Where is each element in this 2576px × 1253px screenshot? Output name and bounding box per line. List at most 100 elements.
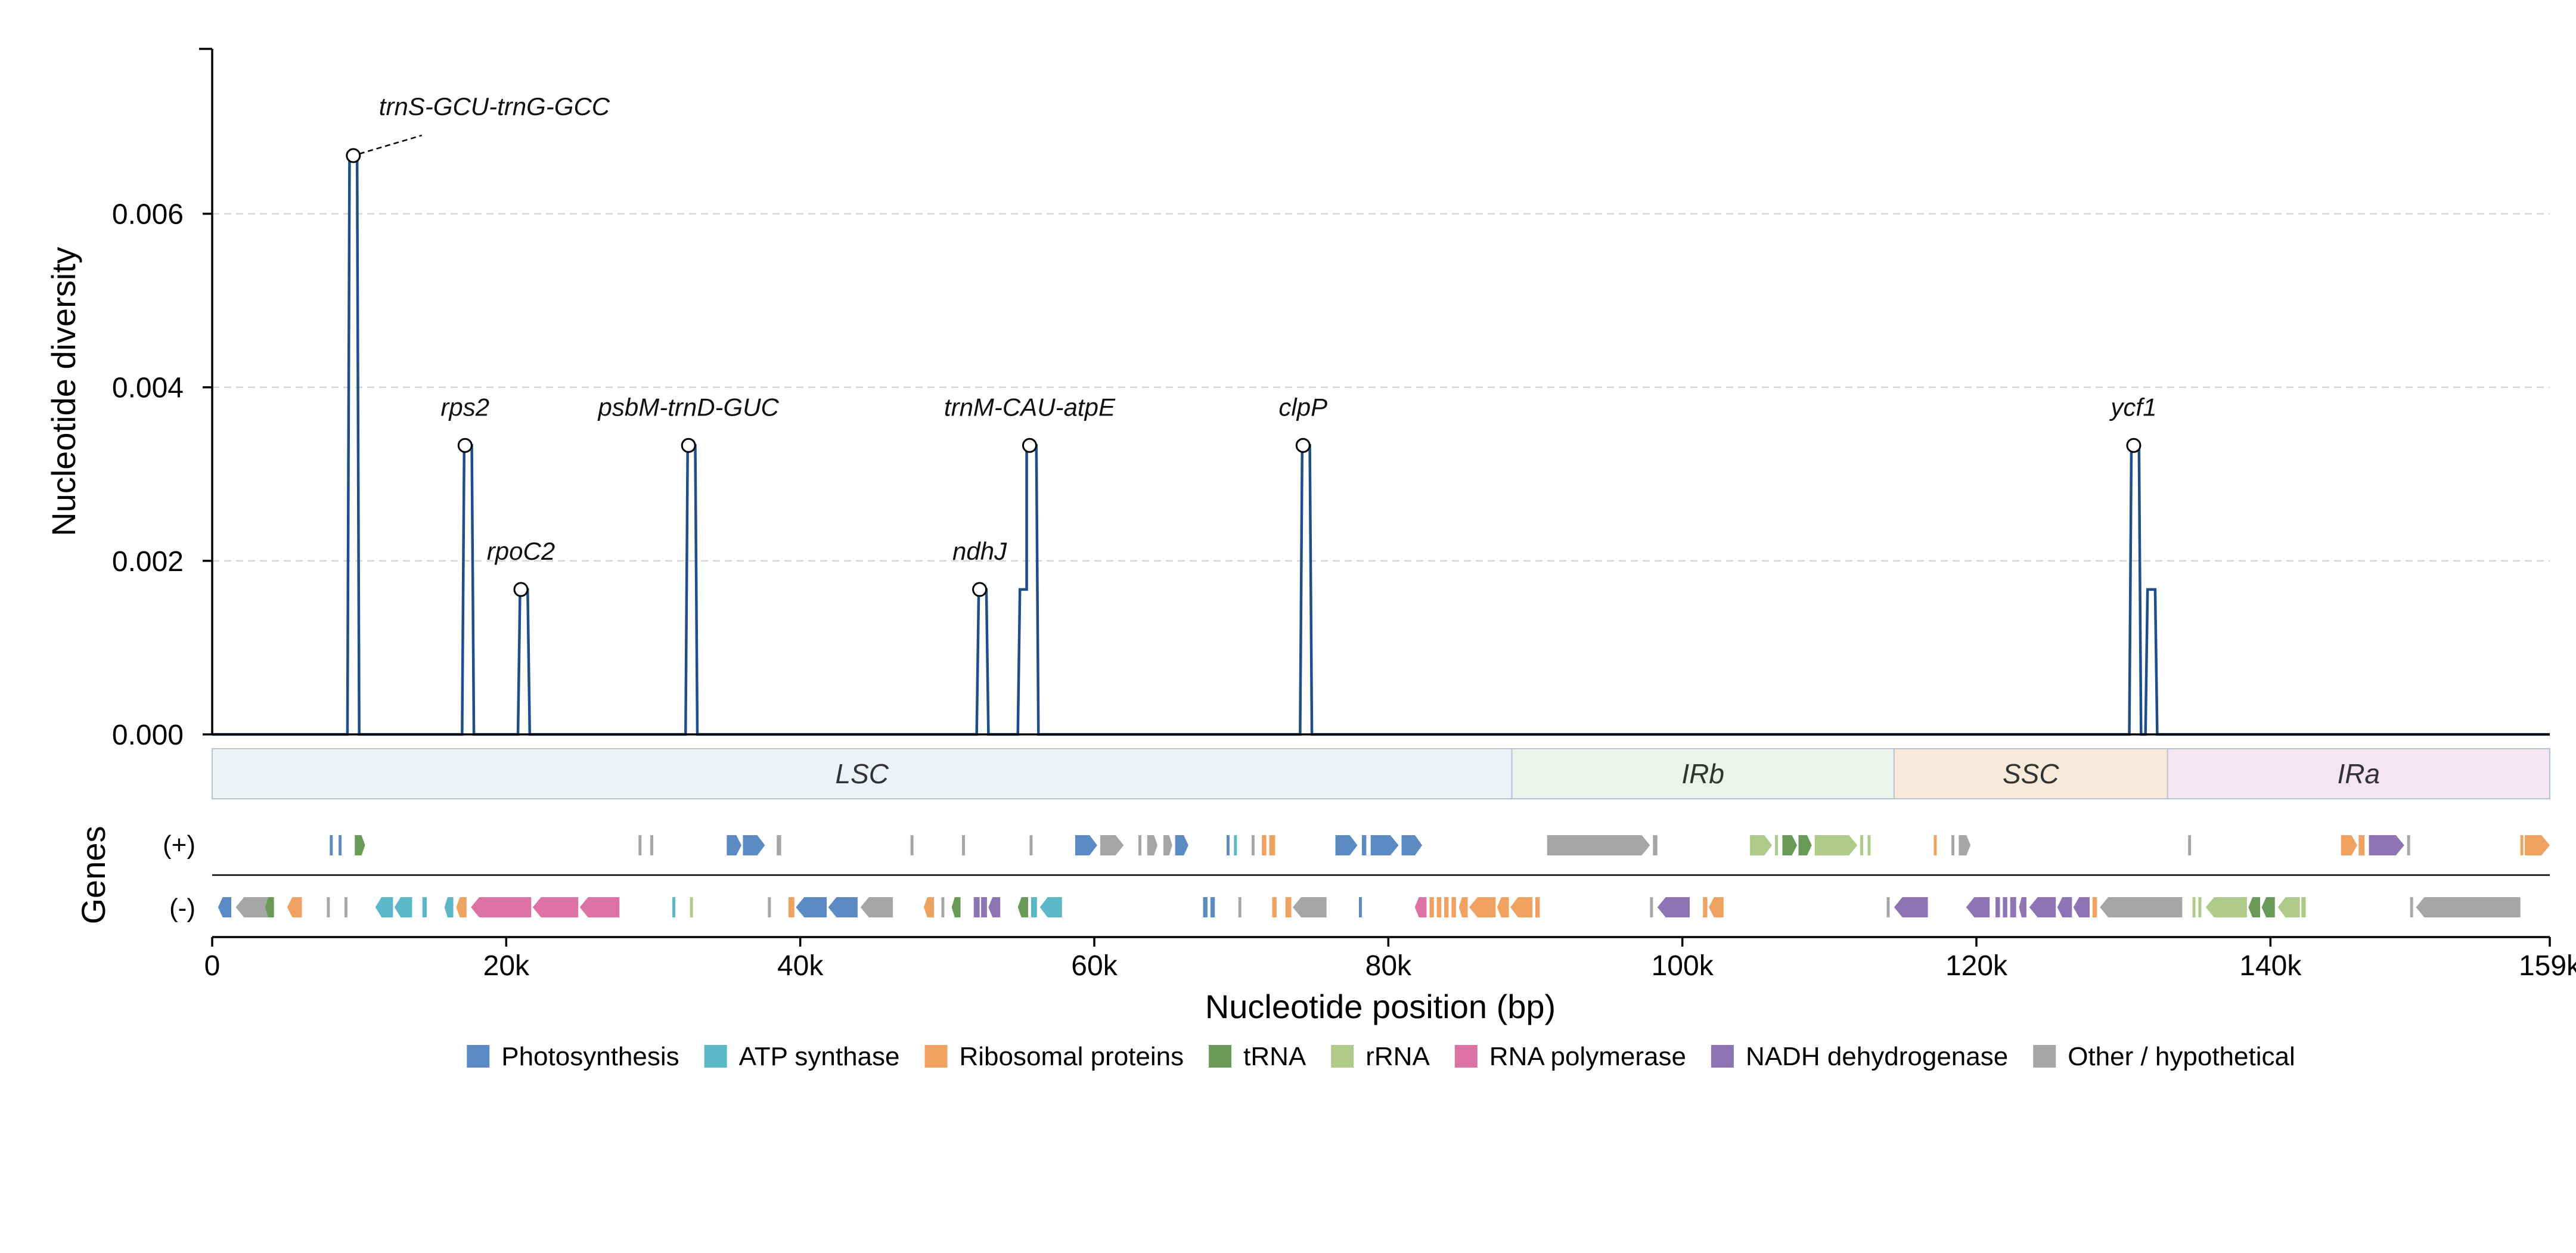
- y-axis-title: Nucleotide diversity: [45, 247, 82, 536]
- gene-feature: [777, 835, 781, 855]
- legend-label: tRNA: [1243, 1042, 1306, 1071]
- gene-feature: [1075, 835, 1097, 855]
- y-gridlines: [212, 213, 2550, 562]
- annotation-leader: [359, 134, 423, 155]
- legend-item: Other / hypothetical: [2033, 1042, 2295, 1071]
- legend-label: ATP synthase: [739, 1042, 900, 1071]
- gene-feature: [1535, 897, 1540, 917]
- gene-feature: [1798, 835, 1812, 855]
- gene-feature: [1429, 897, 1434, 917]
- gene-feature: [1414, 897, 1427, 917]
- gene-feature: [532, 897, 579, 917]
- legend-item: rRNA: [1331, 1042, 1430, 1071]
- peak-marker: [513, 582, 529, 597]
- peak-annotations: trnS-GCU-trnG-GCC rps2 rpoC2 psbM-trnD-GUC n…: [346, 92, 2156, 597]
- x-tick-label: 20k: [483, 950, 530, 982]
- gene-feature: [265, 897, 274, 917]
- legend-swatch: [1711, 1045, 1734, 1068]
- region-block: [212, 748, 1513, 799]
- gene-feature: [344, 897, 347, 917]
- legend-swatch: [1209, 1045, 1232, 1068]
- gene-feature: [1860, 835, 1864, 855]
- region-ira: IRa: [2167, 748, 2551, 799]
- gene-feature: [375, 897, 393, 917]
- gene-feature: [1775, 835, 1778, 855]
- region-label: LSC: [836, 758, 889, 789]
- peak-marker: [2126, 438, 2142, 453]
- minus-strand-label: (-): [169, 894, 195, 923]
- gene-feature: [1653, 835, 1658, 855]
- gene-feature: [218, 897, 232, 917]
- gene-feature: [287, 897, 302, 917]
- x-tick-label: 159k: [2519, 950, 2576, 982]
- gene-feature: [1703, 897, 1708, 917]
- gene-feature: [1401, 835, 1423, 855]
- gene-track: [212, 835, 2550, 917]
- gene-feature: [2003, 897, 2007, 917]
- gene-feature: [1100, 835, 1124, 855]
- gene-feature: [1147, 835, 1158, 855]
- gene-feature: [422, 897, 427, 917]
- x-tick-label: 120k: [1945, 950, 2008, 982]
- x-tick-label: 80k: [1365, 950, 1412, 982]
- gene-feature: [1951, 835, 1954, 855]
- gene-feature: [1175, 835, 1188, 855]
- gene-feature: [579, 897, 620, 917]
- legend-label: Photosynthesis: [501, 1042, 679, 1071]
- gene-feature: [796, 897, 827, 917]
- peak-marker: [457, 438, 473, 453]
- gene-feature: [1293, 897, 1327, 917]
- peak-annotation: rpoC2: [487, 537, 555, 597]
- peak-marker: [972, 582, 988, 597]
- region-lsc: LSC: [212, 748, 1513, 799]
- gene-feature: [1657, 897, 1690, 917]
- gene-feature: [2188, 835, 2192, 855]
- gene-feature: [923, 897, 935, 917]
- gene-feature: [2073, 897, 2090, 917]
- gene-feature: [1966, 897, 1990, 917]
- gene-feature: [2416, 897, 2521, 917]
- gene-feature: [2198, 897, 2202, 917]
- gene-feature: [951, 897, 961, 917]
- x-tick-label: 0: [204, 950, 221, 982]
- legend-swatch: [924, 1045, 948, 1068]
- peak-marker: [1022, 438, 1037, 453]
- gene-feature: [327, 897, 330, 917]
- gene-feature: [1234, 835, 1237, 855]
- gene-feature: [2520, 835, 2524, 855]
- gene-feature: [1444, 897, 1449, 917]
- legend-swatch: [1454, 1045, 1478, 1068]
- gene-feature: [1359, 897, 1362, 917]
- peak-label: ndhJ: [952, 537, 1007, 565]
- axes: 0.000 0.002 0.004 0.006 0 20k 40k 60k 80k 100k 120…: [112, 48, 2576, 982]
- gene-feature: [1458, 897, 1468, 917]
- diversity-line: [212, 154, 2550, 736]
- gene-feature: [1497, 897, 1509, 917]
- region-label: SSC: [2003, 758, 2059, 789]
- legend-item: Photosynthesis: [467, 1042, 679, 1071]
- gene-feature: [2100, 897, 2183, 917]
- gene-feature: [1039, 897, 1062, 917]
- peak-annotation: clpP: [1278, 393, 1327, 453]
- legend-label: NADH dehydrogenase: [1746, 1042, 2008, 1071]
- x-tick-label: 140k: [2239, 950, 2302, 982]
- gene-feature: [973, 897, 980, 917]
- region-irb: IRb: [1511, 748, 1895, 799]
- legend-item: RNA polymerase: [1454, 1042, 1686, 1071]
- gene-feature: [1782, 835, 1798, 855]
- gene-feature: [1262, 835, 1267, 855]
- gene-feature: [1959, 835, 1971, 855]
- gene-feature: [1251, 835, 1255, 855]
- gene-feature: [2407, 835, 2410, 855]
- peak-marker: [346, 148, 361, 163]
- gene-feature: [1031, 897, 1037, 917]
- peak-annotation: rps2: [440, 393, 489, 453]
- legend-item: NADH dehydrogenase: [1711, 1042, 2008, 1071]
- legend-item: ATP synthase: [704, 1042, 900, 1071]
- gene-feature: [1227, 835, 1230, 855]
- gene-feature: [1017, 897, 1028, 917]
- gene-feature: [2019, 897, 2026, 917]
- y-tick-label: 0.004: [112, 373, 184, 404]
- gene-feature: [2248, 897, 2261, 917]
- region-ssc: SSC: [1893, 748, 2168, 799]
